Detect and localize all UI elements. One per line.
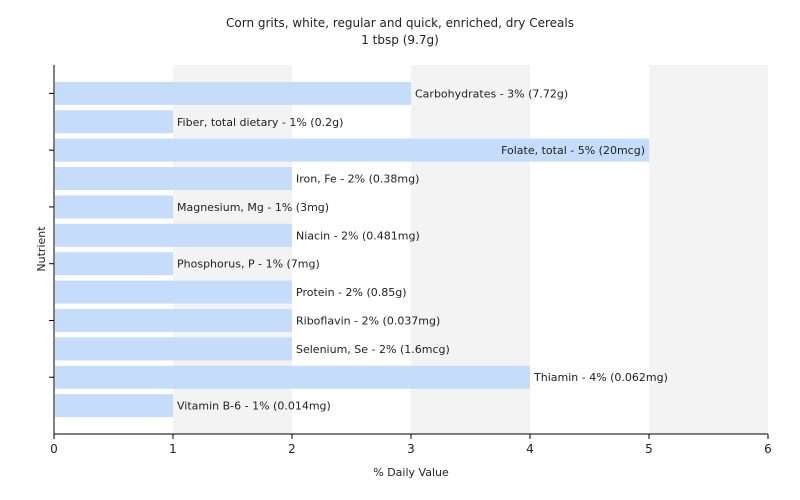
bar-label: Vitamin B-6 - 1% (0.014mg) (177, 400, 331, 413)
bar-label: Iron, Fe - 2% (0.38mg) (296, 173, 419, 186)
chart-subtitle: 1 tbsp (9.7g) (361, 33, 439, 47)
x-axis-label: % Daily Value (373, 466, 449, 479)
grid-band (530, 65, 649, 434)
bar (55, 394, 173, 418)
bar-label: Protein - 2% (0.85g) (296, 286, 407, 299)
bar-label: Carbohydrates - 3% (7.72g) (415, 87, 568, 100)
bar (55, 308, 292, 332)
bar-label: Fiber, total dietary - 1% (0.2g) (177, 116, 343, 129)
bar-label: Thiamin - 4% (0.062mg) (533, 371, 668, 384)
x-tick-label: 6 (764, 442, 772, 456)
bar (55, 223, 292, 247)
bar-label: Magnesium, Mg - 1% (3mg) (177, 201, 329, 214)
x-tick-label: 1 (169, 442, 177, 456)
bar-label: Phosphorus, P - 1% (7mg) (177, 258, 320, 271)
x-tick-label: 4 (526, 442, 534, 456)
grid-band (649, 65, 768, 434)
x-tick-label: 2 (288, 442, 296, 456)
bar (55, 138, 649, 162)
grid-bands (54, 65, 768, 434)
x-ticks-group: 0 1 2 3 4 5 6 (50, 434, 772, 456)
bar (55, 195, 173, 219)
bar-label: Niacin - 2% (0.481mg) (296, 229, 420, 242)
bar (55, 81, 411, 105)
y-ticks-group (49, 92, 54, 378)
x-tick-label: 0 (50, 442, 58, 456)
bar (55, 365, 530, 389)
chart-title: Corn grits, white, regular and quick, en… (226, 16, 574, 30)
bar-label: Folate, total - 5% (20mcg) (501, 144, 645, 157)
bar-label: Selenium, Se - 2% (1.6mcg) (296, 343, 450, 356)
bar (55, 167, 292, 191)
x-tick-label: 5 (645, 442, 653, 456)
x-tick-label: 3 (407, 442, 415, 456)
bar (55, 280, 292, 304)
bar (55, 252, 173, 276)
bar-label: Riboflavin - 2% (0.037mg) (296, 314, 440, 327)
bar (55, 337, 292, 361)
bars-group: Carbohydrates - 3% (7.72g) Fiber, total d… (55, 81, 668, 418)
bar (55, 110, 173, 134)
y-axis-label: Nutrient (35, 226, 48, 272)
